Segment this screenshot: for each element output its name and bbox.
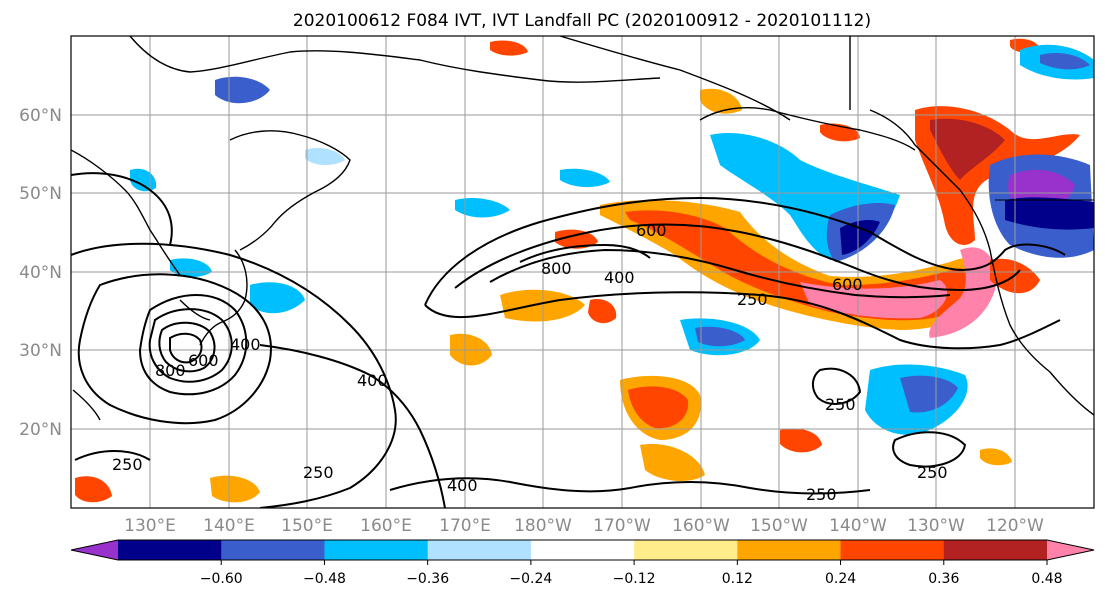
- contour-label: 250: [112, 455, 143, 474]
- contour-label: 600: [188, 351, 219, 370]
- colorbar-tick-label: −0.12: [613, 571, 656, 587]
- contour-label: 250: [806, 485, 837, 504]
- colorbar-cell: [840, 540, 945, 560]
- lat-label: 20°N: [19, 420, 62, 440]
- lon-label: 170°E: [439, 516, 491, 536]
- colorbar-cell: [118, 540, 222, 560]
- colorbar-tick-label: 0.48: [1031, 571, 1062, 587]
- longitude-labels: 130°E 140°E 150°E 160°E 170°E 180°W 170°…: [124, 516, 1044, 536]
- contour-labels: 600 800 400 250 600 800 600 400 400 250 …: [112, 221, 948, 504]
- colorbar-extend-high: [1047, 540, 1094, 560]
- coastlines: [71, 36, 1094, 421]
- contour-label: 400: [357, 371, 388, 390]
- contour-label: 250: [303, 463, 334, 482]
- colorbar: −0.60 −0.48 −0.36 −0.24 −0.12 0.12 0.24 0.36 0.4…: [70, 539, 1095, 587]
- lon-label: 120°W: [986, 516, 1044, 536]
- lon-label: 130°E: [124, 516, 176, 536]
- colorbar-cell: [943, 540, 1048, 560]
- colorbar-tick-label: −0.24: [509, 571, 552, 587]
- contour-label: 400: [604, 268, 635, 287]
- colorbar-tick-label: 0.24: [825, 571, 856, 587]
- map-frame: [70, 35, 1095, 509]
- colorbar-cell: [530, 540, 635, 560]
- colorbar-extend-low: [71, 540, 118, 560]
- lon-label: 150°E: [281, 516, 333, 536]
- colorbar-cell: [737, 540, 842, 560]
- colorbar-cell: [324, 540, 429, 560]
- contour-label: 800: [155, 361, 186, 380]
- colorbar-cell: [634, 540, 738, 560]
- colorbar-ticks: −0.60 −0.48 −0.36 −0.24 −0.12 0.12 0.24 0.36 0.4…: [200, 560, 1063, 587]
- contour-label: 250: [917, 463, 948, 482]
- lon-label: 140°W: [829, 516, 887, 536]
- contour-label: 600: [832, 275, 863, 294]
- colorbar-cells: [70, 539, 1095, 561]
- lat-label: 60°N: [19, 106, 62, 126]
- map-panel: 600 800 400 250 600 800 600 400 400 250 …: [70, 35, 1095, 509]
- colorbar-tick-label: −0.60: [200, 571, 243, 587]
- figure-title: 2020100612 F084 IVT, IVT Landfall PC (20…: [293, 11, 871, 31]
- colorbar-tick-label: −0.36: [406, 571, 449, 587]
- colorbar-outline: [70, 539, 1095, 561]
- colorbar-tick-label: 0.36: [928, 571, 959, 587]
- contour-label: 250: [737, 290, 768, 309]
- lon-label: 160°E: [360, 516, 412, 536]
- positive-anomaly-fill: [75, 38, 1080, 503]
- lon-label: 170°W: [593, 516, 651, 536]
- lon-label: 130°W: [907, 516, 965, 536]
- lon-label: 140°E: [203, 516, 255, 536]
- colorbar-tick-label: −0.48: [303, 571, 346, 587]
- colorbar-tick-label: 0.12: [722, 571, 753, 587]
- contour-label: 250: [825, 395, 856, 414]
- lat-label: 50°N: [19, 184, 62, 204]
- ivt-contours: [71, 172, 1066, 508]
- contour-label: 400: [447, 476, 478, 495]
- latitude-labels: 60°N 50°N 40°N 30°N 20°N: [19, 106, 62, 440]
- colorbar-cell: [221, 540, 325, 560]
- contour-label: 400: [230, 335, 261, 354]
- lat-label: 40°N: [19, 263, 62, 283]
- graticule: [71, 36, 1094, 508]
- lon-label: 180°W: [514, 516, 572, 536]
- lon-label: 160°W: [672, 516, 730, 536]
- lat-label: 30°N: [19, 341, 62, 361]
- lon-label: 150°W: [750, 516, 808, 536]
- contour-label: 600: [636, 221, 667, 240]
- colorbar-cell: [427, 540, 532, 560]
- contour-label: 800: [541, 259, 572, 278]
